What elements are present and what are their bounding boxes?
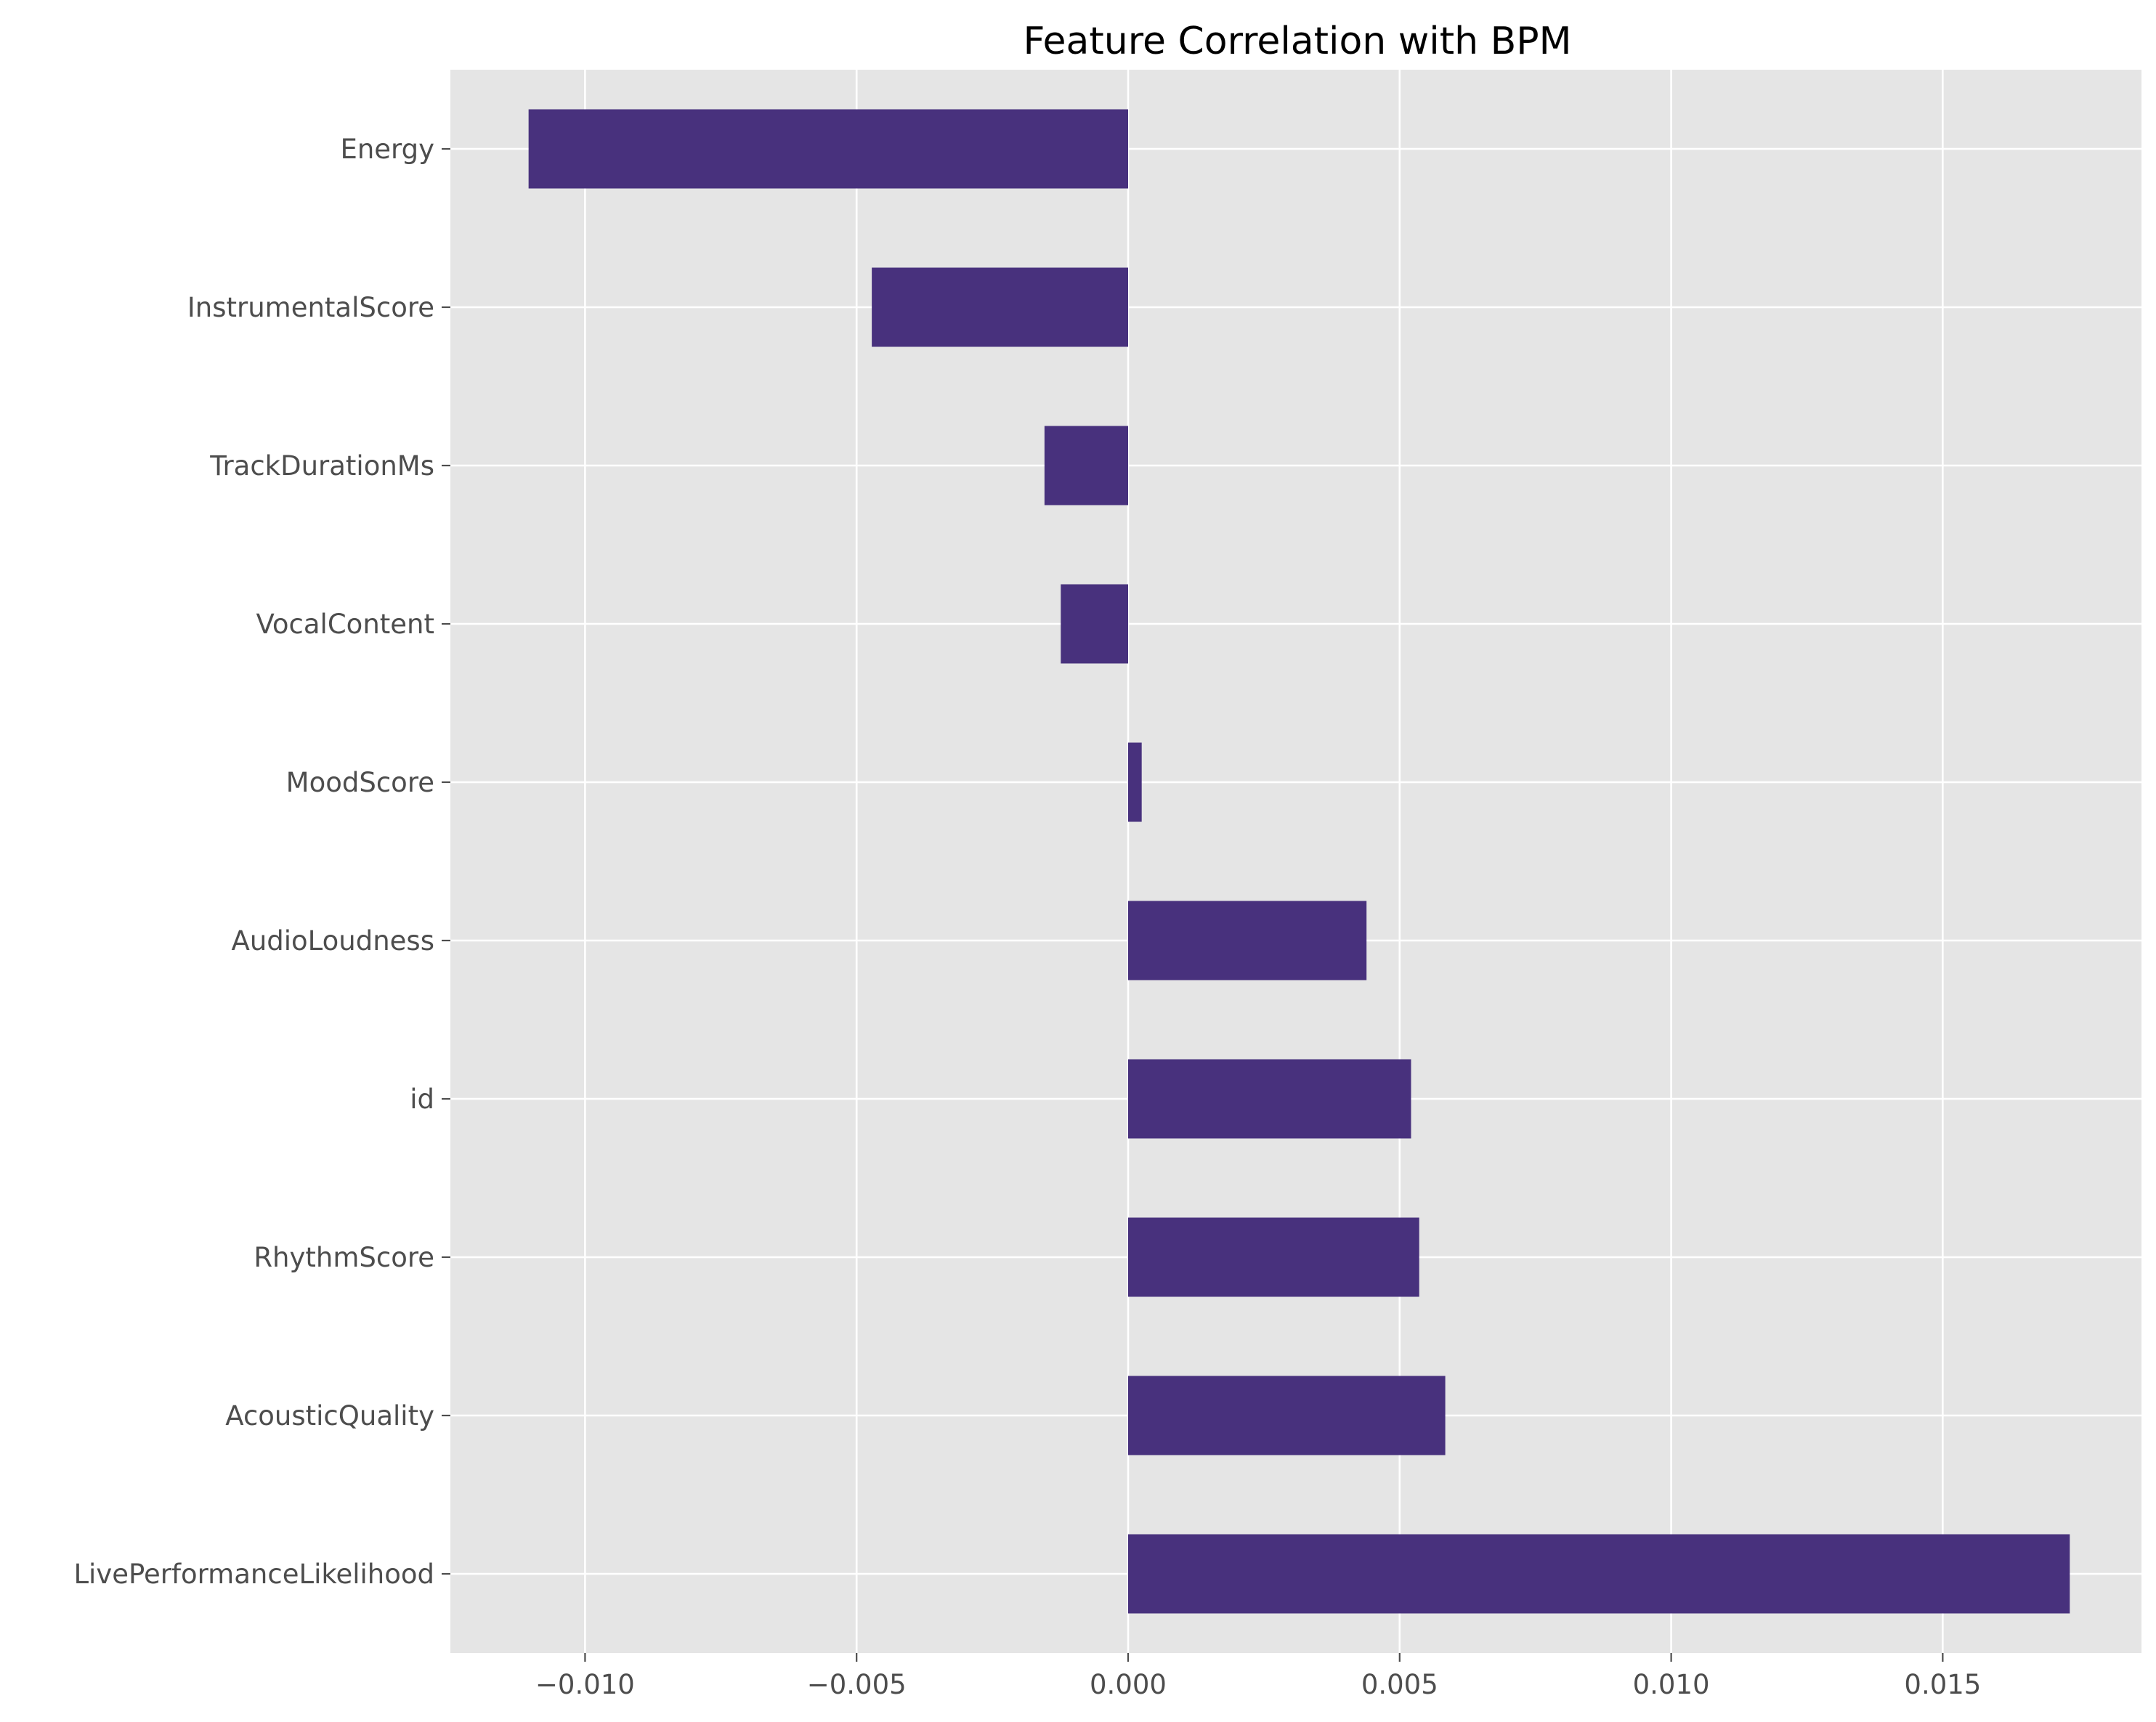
bar-moodscore xyxy=(1127,742,1142,822)
y-tick-label: AudioLoudness xyxy=(232,925,434,957)
x-tick-label: 0.005 xyxy=(1361,1669,1438,1700)
y-tick-label: AcousticQuality xyxy=(225,1400,434,1431)
chart-title: Feature Correlation with BPM xyxy=(1023,20,1571,63)
bar-liveperformancelikelihood xyxy=(1127,1534,2070,1614)
bar-vocalcontent xyxy=(1061,584,1128,664)
y-tick-label: TrackDurationMs xyxy=(209,450,434,482)
bar-audioloudness xyxy=(1127,901,1367,980)
y-tick-label: LivePerformanceLikelihood xyxy=(73,1559,434,1590)
bar-rhythmscore xyxy=(1127,1217,1419,1297)
y-tick-label: Energy xyxy=(340,134,434,165)
bar-trackdurationms xyxy=(1044,426,1128,505)
x-tick-label: 0.000 xyxy=(1090,1669,1167,1700)
x-tick-label: −0.005 xyxy=(807,1669,907,1700)
bar-instrumentalscore xyxy=(872,267,1128,347)
x-tick-label: 0.015 xyxy=(1904,1669,1981,1700)
y-tick-label: InstrumentalScore xyxy=(187,292,434,323)
x-tick-label: 0.010 xyxy=(1633,1669,1710,1700)
bar-acousticquality xyxy=(1127,1376,1446,1455)
bar-energy xyxy=(528,109,1128,189)
y-tick-label: RhythmScore xyxy=(254,1242,434,1273)
bar-id xyxy=(1127,1059,1411,1139)
y-tick-label: VocalContent xyxy=(256,609,434,640)
x-tick-label: −0.010 xyxy=(535,1669,635,1700)
y-tick-label: MoodScore xyxy=(286,767,434,798)
y-tick-label: id xyxy=(410,1084,434,1115)
